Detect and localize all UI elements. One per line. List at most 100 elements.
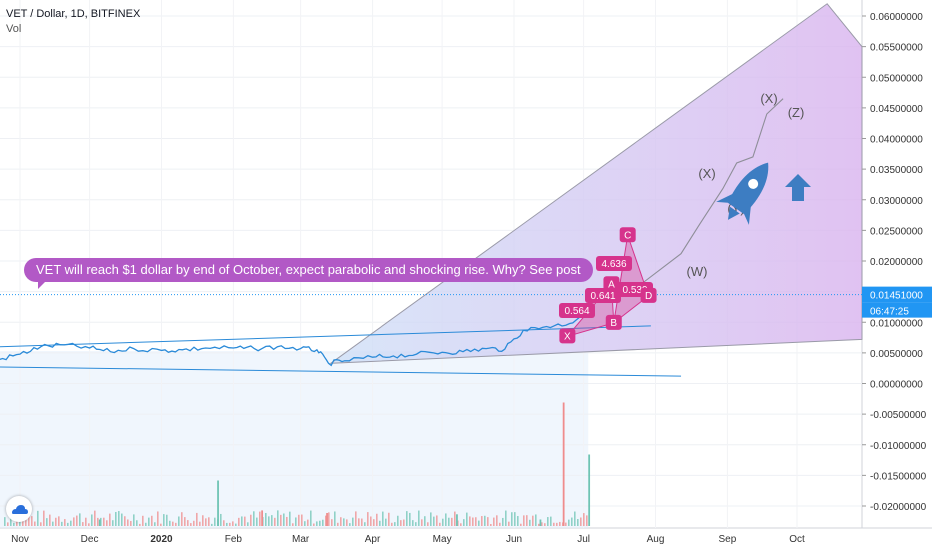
volume-bar bbox=[259, 511, 261, 526]
rocket-icon bbox=[716, 162, 769, 225]
volume-bar bbox=[98, 519, 101, 526]
y-tick-label: 0.01000000 bbox=[870, 318, 923, 329]
idea-callout[interactable]: VET will reach $1 dollar by end of Octob… bbox=[24, 258, 593, 282]
volume-bar bbox=[145, 522, 147, 526]
volume-bar bbox=[556, 522, 558, 526]
volume-bar bbox=[280, 514, 282, 526]
countdown-badge-bg bbox=[862, 302, 932, 318]
y-tick-label: 0.03000000 bbox=[870, 196, 923, 207]
price-axis: 0.06000000 0.05500000 0.05000000 0.04500000… bbox=[862, 12, 932, 513]
volume-bar bbox=[454, 511, 456, 526]
trend-line bbox=[0, 366, 682, 377]
volume-bar bbox=[175, 522, 177, 526]
volume-bar bbox=[73, 517, 75, 526]
x-tick-label: Jun bbox=[506, 534, 522, 545]
volume-label: Vol bbox=[6, 23, 22, 35]
volume-bar bbox=[160, 523, 162, 526]
volume-bar bbox=[157, 511, 159, 526]
volume-bar bbox=[370, 516, 372, 526]
ratio-label: 0.641 bbox=[590, 291, 615, 302]
volume-bar bbox=[571, 517, 573, 526]
volume-bar bbox=[577, 518, 579, 526]
volume-bar bbox=[235, 523, 237, 526]
volume-bar bbox=[442, 518, 444, 526]
volume-bar bbox=[163, 514, 165, 526]
volume-bar bbox=[469, 516, 471, 526]
volume-bar bbox=[181, 512, 183, 526]
volume-bar bbox=[250, 514, 252, 526]
volume-bar bbox=[379, 520, 381, 526]
y-tick-label: 0.06000000 bbox=[870, 12, 923, 23]
volume-bar bbox=[505, 510, 507, 526]
volume-bar bbox=[424, 516, 426, 526]
volume-bar bbox=[79, 513, 81, 526]
y-tick-label: 0.00500000 bbox=[870, 349, 923, 360]
volume-bar bbox=[184, 517, 186, 526]
volume-bar bbox=[433, 516, 435, 526]
volume-bar bbox=[421, 519, 423, 526]
volume-bar bbox=[253, 511, 255, 526]
volume-bar bbox=[292, 523, 294, 526]
volume-bars bbox=[4, 402, 591, 526]
volume-bar bbox=[247, 522, 249, 526]
point-label: A bbox=[608, 279, 615, 290]
volume-bar bbox=[412, 520, 414, 526]
volume-bar bbox=[169, 520, 171, 526]
volume-bar bbox=[397, 515, 399, 526]
point-label-bg bbox=[603, 276, 620, 292]
volume-bar bbox=[322, 519, 324, 526]
volume-bar bbox=[490, 523, 492, 526]
volume-bar bbox=[496, 515, 498, 526]
volume-bar bbox=[256, 517, 258, 526]
volume-bar bbox=[385, 518, 387, 526]
volume-bar bbox=[562, 402, 565, 526]
volume-bar bbox=[211, 523, 213, 526]
ratio-label: 0.564 bbox=[564, 306, 589, 317]
volume-bar bbox=[319, 520, 321, 526]
volume-bar bbox=[121, 513, 123, 526]
volume-bar bbox=[97, 517, 99, 526]
volume-bar bbox=[88, 523, 90, 526]
wave-label: (W) bbox=[687, 264, 708, 279]
volume-bar bbox=[511, 512, 513, 526]
volume-bar bbox=[337, 522, 339, 526]
tradingview-logo-icon[interactable] bbox=[6, 496, 32, 522]
y-tick-label: -0.01500000 bbox=[870, 471, 927, 482]
volume-bar bbox=[151, 515, 153, 526]
volume-bar bbox=[367, 512, 369, 526]
volume-bar bbox=[580, 517, 582, 526]
volume-bar bbox=[154, 522, 156, 526]
volume-bar bbox=[109, 513, 111, 526]
y-tick-label: 0.04000000 bbox=[870, 135, 923, 146]
x-tick-label: Oct bbox=[789, 534, 805, 545]
volume-bar bbox=[517, 516, 519, 526]
y-tick-label: 0.02500000 bbox=[870, 226, 923, 237]
volume-bar bbox=[34, 521, 36, 526]
volume-bar bbox=[358, 518, 360, 526]
ratio-label-bg bbox=[596, 256, 632, 271]
volume-bar bbox=[523, 515, 525, 526]
cloud-icon bbox=[12, 505, 28, 514]
volume-bar bbox=[502, 517, 504, 526]
volume-bar bbox=[274, 517, 276, 526]
volume-bar bbox=[313, 523, 315, 526]
volume-bar bbox=[532, 515, 534, 526]
volume-bar bbox=[439, 522, 441, 526]
volume-bar bbox=[277, 510, 279, 526]
volume-bar bbox=[130, 520, 132, 526]
harmonic-triangle-bcd bbox=[613, 235, 650, 325]
volume-bar bbox=[487, 517, 489, 526]
volume-bar bbox=[529, 519, 531, 526]
volume-bar bbox=[70, 520, 72, 526]
volume-bar bbox=[301, 514, 303, 526]
volume-bar bbox=[325, 515, 327, 526]
x-tick-label: Aug bbox=[647, 534, 665, 545]
volume-bar bbox=[586, 515, 588, 526]
volume-bar bbox=[352, 517, 354, 526]
x-tick-label: Dec bbox=[81, 534, 99, 545]
history-shade bbox=[0, 351, 589, 528]
ratio-label: 4.636 bbox=[601, 259, 626, 270]
point-label: B bbox=[610, 318, 617, 329]
